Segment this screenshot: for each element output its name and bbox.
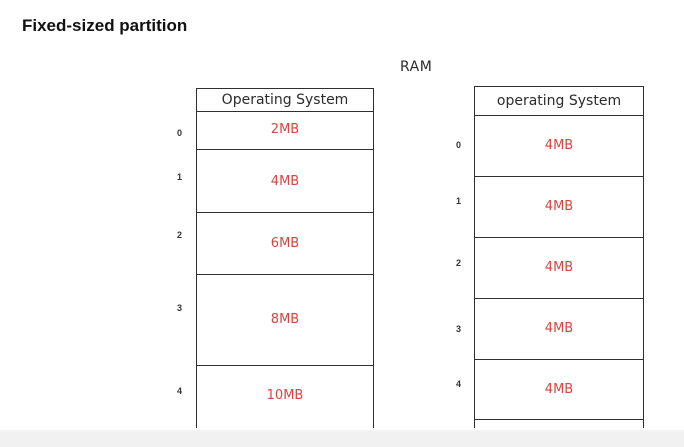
partition-size-label: 8MB [270,312,300,327]
ram-label: RAM [400,59,433,75]
partition-index-left-0: 0 [177,128,183,138]
partition-size-label: 4MB [544,321,574,336]
partition-size-label: 4MB [544,382,574,397]
bottom-strip [0,430,684,447]
partition-index-right-0: 0 [456,140,462,150]
partition-right-1: 4MB [475,177,643,238]
partition-size-label: 2MB [270,122,300,137]
page-title: Fixed-sized partition [22,16,188,35]
partition-index-left-1: 1 [177,172,183,182]
partition-index-right-4: 4 [456,379,462,389]
ram-diagram-left: Operating System 2MB 4MB 6MB 8MB 10MB [196,88,374,428]
os-block-right: operating System [475,86,643,116]
partition-right-2: 4MB [475,238,643,299]
partition-index-right-1: 1 [456,196,462,206]
partition-right-3: 4MB [475,299,643,360]
partition-left-3: 8MB [197,275,373,366]
partition-index-right-2: 2 [456,258,462,268]
partition-right-4: 4MB [475,360,643,420]
partition-size-label: 6MB [270,236,300,251]
partition-index-right-3: 3 [456,324,462,334]
partition-size-label: 4MB [544,138,574,153]
partition-left-4: 10MB [197,366,373,428]
partition-index-left-2: 2 [177,230,183,240]
ram-diagram-right: operating System 4MB 4MB 4MB 4MB 4MB [474,86,644,428]
partition-right-0: 4MB [475,116,643,177]
partition-size-label: 4MB [544,199,574,214]
partition-index-left-3: 3 [177,303,183,313]
partition-left-2: 6MB [197,213,373,275]
os-block-left: Operating System [197,88,373,112]
partition-left-0: 2MB [197,112,373,150]
partition-size-label: 4MB [544,260,574,275]
partition-left-1: 4MB [197,150,373,213]
partition-index-left-4: 4 [177,386,183,396]
partition-size-label: 10MB [266,388,304,403]
partition-size-label: 4MB [270,174,300,189]
